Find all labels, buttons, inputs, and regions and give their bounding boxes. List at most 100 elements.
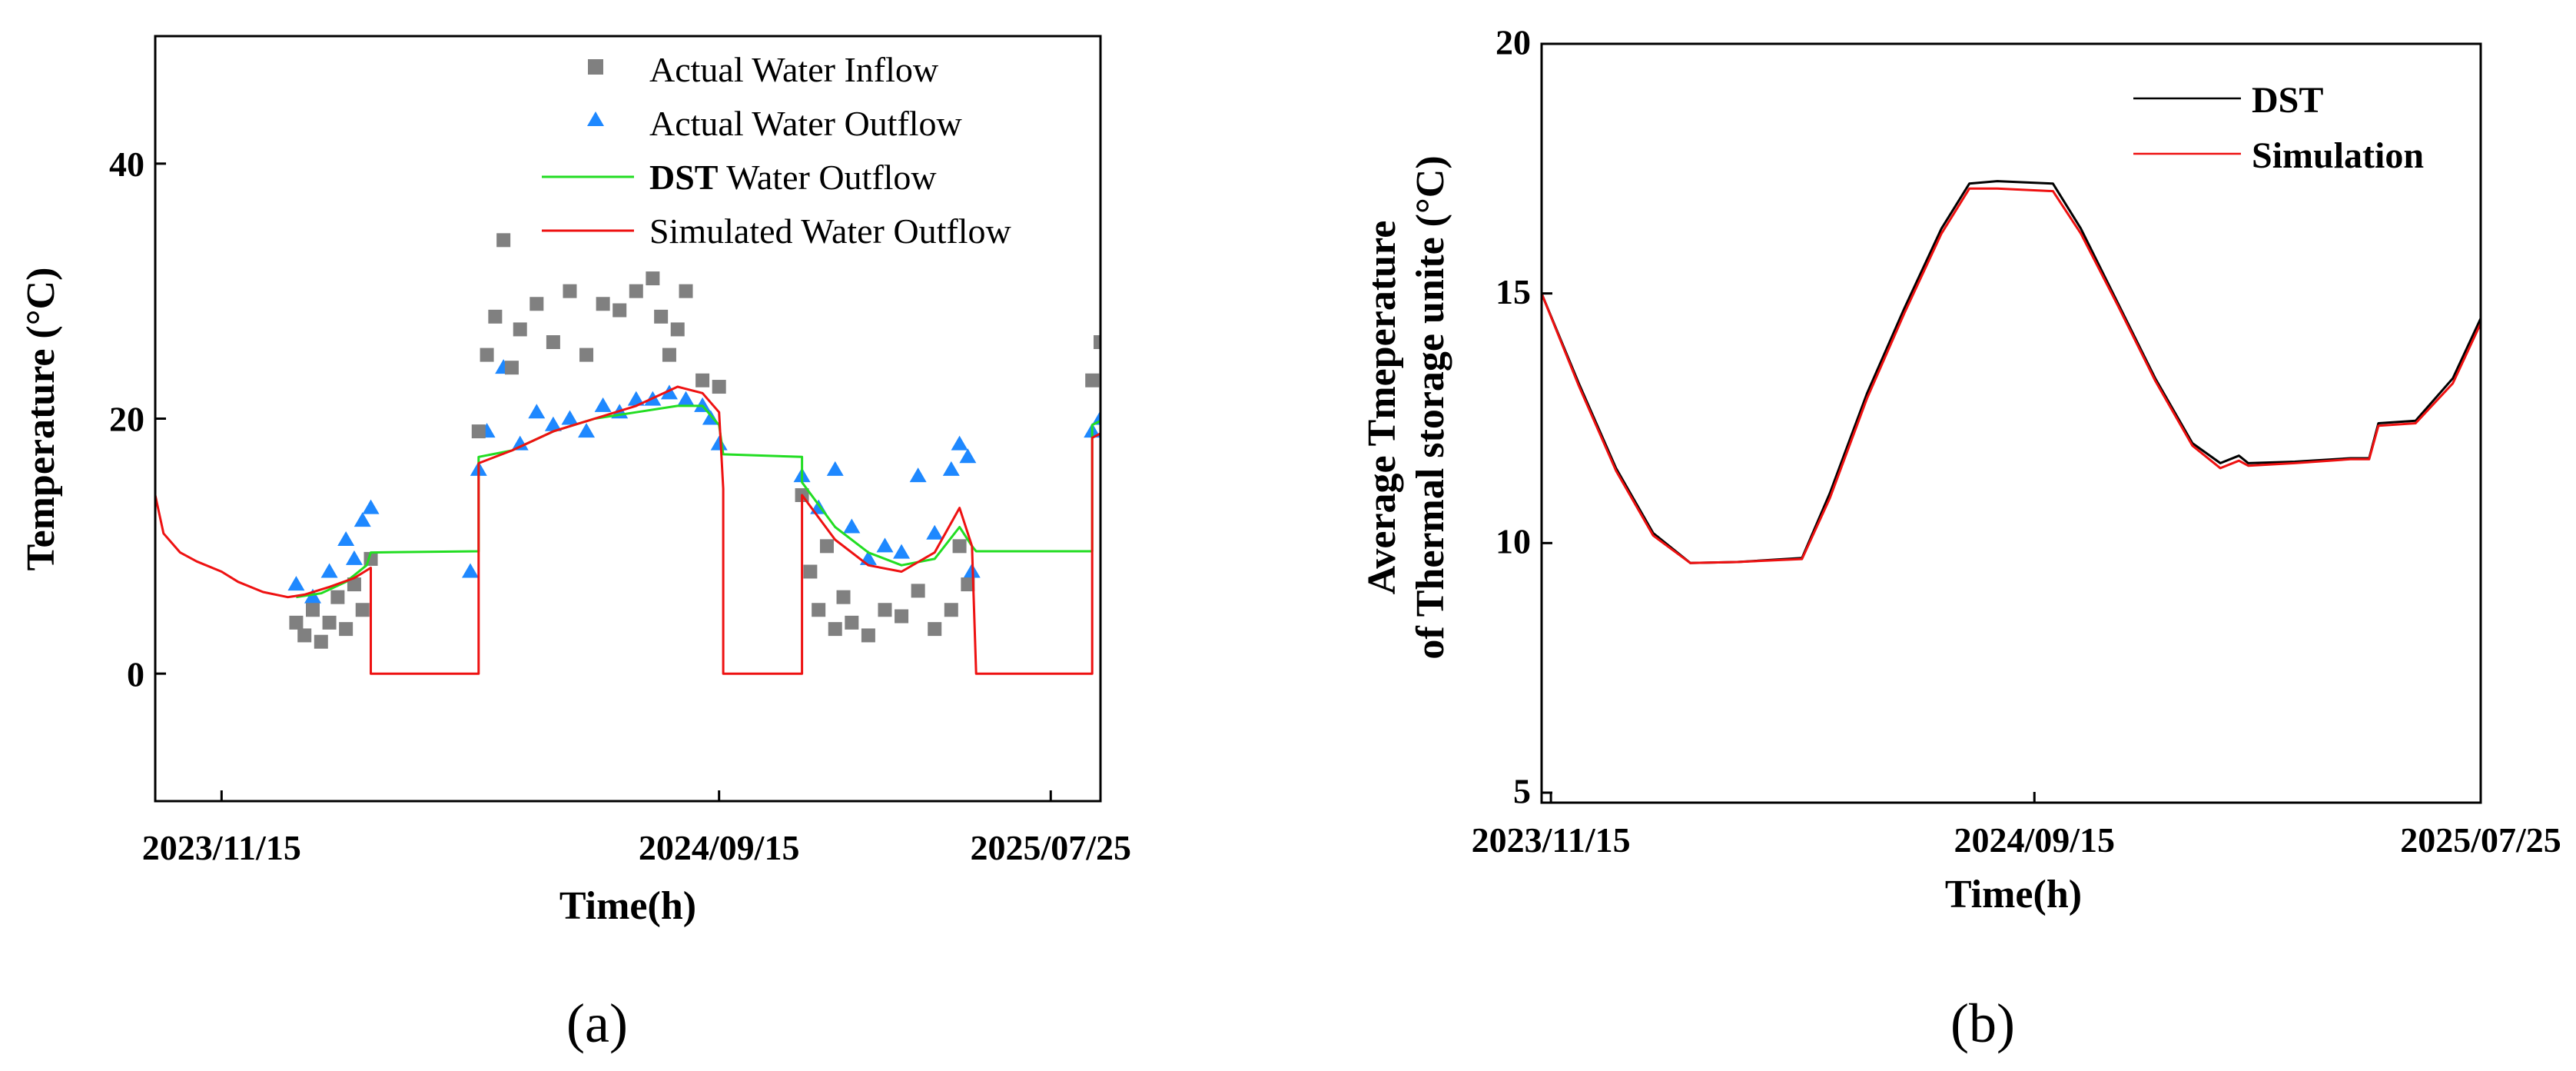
outflow-point — [843, 518, 861, 534]
inflow-point — [836, 590, 851, 604]
legend-dst-label-b: DST — [2252, 80, 2323, 121]
panel-a-ylabel: Temperature (°C) — [19, 268, 63, 571]
legend-outflow-marker — [587, 111, 604, 126]
inflow-point — [629, 284, 643, 298]
panel-b-axes: 5 10 15 20 2023/11/15 2024/09/15 2025/07/25 — [1472, 22, 2561, 860]
legend-outflow-label: Actual Water Outflow — [649, 104, 963, 143]
outflow-point — [544, 416, 562, 431]
panel-b-xlabel: Time(h) — [1945, 873, 2082, 916]
inflow-point — [1127, 259, 1140, 273]
outflow-point — [287, 576, 305, 591]
outflow-point — [710, 435, 728, 451]
outflow-point — [528, 404, 546, 419]
panel-b-ylabel-line1: Average Tmeperature — [1360, 221, 1404, 595]
inflow-point — [812, 603, 826, 617]
inflow-point — [347, 577, 361, 592]
x-tick-label: 2025/07/25 — [2400, 820, 2561, 860]
outflow-point — [354, 512, 371, 527]
inflow-point — [654, 309, 669, 324]
inflow-point — [828, 622, 842, 637]
inflow-point — [480, 348, 494, 362]
inflow-point — [1110, 297, 1124, 311]
y-tick-label: 5 — [1513, 771, 1531, 810]
panel-b-label: (b) — [1950, 993, 2015, 1054]
inflow-point — [339, 622, 354, 637]
legend-dst-prefix: DST — [649, 158, 718, 197]
panel-a-axes: 0 20 40 2023/11/15 2024/09/15 2025/07/25 — [109, 145, 1131, 867]
panel-a-legend: Actual Water Inflow Actual Water Outflow… — [542, 50, 1011, 251]
legend-sim-label: Simulated Water Outflow — [649, 211, 1011, 251]
inflow-point — [861, 628, 875, 643]
plot-series-group — [1542, 180, 2481, 564]
outflow-point — [951, 435, 968, 451]
series-line-dst-water-outflow — [296, 404, 1100, 599]
x-tick-label: 2023/11/15 — [142, 828, 301, 867]
inflow-point — [679, 284, 693, 298]
panel-b-frame — [1540, 42, 2482, 804]
inflow-point — [911, 584, 925, 598]
legend-inflow-marker — [588, 59, 603, 75]
outflow-point — [959, 448, 977, 464]
outflow-point — [561, 410, 579, 425]
outflow-point — [893, 544, 911, 559]
inflow-point — [488, 309, 503, 324]
outflow-point — [1125, 378, 1142, 393]
panel-b-ylabel-line2: of Thermal storage unite (°C) — [1409, 155, 1452, 659]
y-tick-label: 15 — [1495, 272, 1531, 311]
series-line-dst — [1542, 180, 2481, 564]
inflow-point — [504, 361, 519, 375]
legend-dst-label: DST Water Outflow — [649, 158, 937, 197]
y-tick-label: 40 — [109, 145, 144, 184]
x-tick-label: 2023/11/15 — [1472, 820, 1631, 860]
outflow-point — [345, 550, 363, 565]
outflow-point — [826, 461, 844, 476]
inflow-point — [819, 539, 834, 554]
panel-b-legend: DST Simulation — [2133, 80, 2424, 176]
legend-dst-rest: Water Outflow — [726, 158, 937, 197]
outflow-point — [627, 391, 645, 406]
inflow-point — [1094, 335, 1100, 349]
inflow-point — [662, 348, 676, 362]
inflow-point — [322, 615, 337, 630]
x-tick-label: 2024/09/15 — [1954, 820, 2115, 860]
legend-inflow-label: Actual Water Inflow — [649, 50, 939, 89]
panel-b-chart: 5 10 15 20 2023/11/15 2024/09/15 2025/07/25 DS… — [1360, 22, 2561, 1054]
y-tick-label: 20 — [109, 400, 144, 439]
inflow-point — [596, 297, 610, 311]
inflow-point — [289, 615, 304, 630]
y-tick-label: 10 — [1495, 522, 1531, 561]
inflow-point — [579, 348, 594, 362]
outflow-point — [320, 563, 338, 578]
series-line-simulated-water-outflow — [155, 385, 1100, 675]
outflow-point — [304, 588, 321, 604]
outflow-point — [462, 563, 479, 578]
outflow-point — [660, 384, 678, 400]
inflow-point — [878, 603, 892, 617]
y-tick-label: 0 — [127, 654, 144, 693]
outflow-point — [876, 537, 894, 553]
legend-sim-label-b: Simulation — [2252, 135, 2424, 176]
inflow-point — [803, 564, 818, 579]
outflow-point — [594, 397, 612, 412]
outflow-point — [337, 531, 355, 547]
inflow-point — [496, 233, 511, 248]
inflow-point — [355, 603, 370, 617]
outflow-point — [362, 499, 380, 514]
panel-a-xlabel: Time(h) — [559, 884, 696, 928]
inflow-point — [297, 628, 312, 643]
x-tick-label: 2024/09/15 — [639, 828, 800, 867]
plot-series-group — [155, 233, 1142, 675]
inflow-point — [895, 609, 909, 624]
outflow-point — [511, 435, 529, 451]
inflow-point — [563, 284, 577, 298]
inflow-point — [306, 603, 320, 617]
panel-a-chart: 0 20 40 2023/11/15 2024/09/15 2025/07/25 Actu… — [19, 35, 1142, 1054]
outflow-point — [677, 391, 695, 406]
inflow-point — [646, 271, 660, 286]
x-tick-label: 2025/07/25 — [970, 828, 1131, 867]
outflow-point — [926, 524, 944, 540]
inflow-point — [712, 380, 726, 394]
outflow-point — [1109, 397, 1126, 412]
inflow-point — [961, 577, 975, 592]
